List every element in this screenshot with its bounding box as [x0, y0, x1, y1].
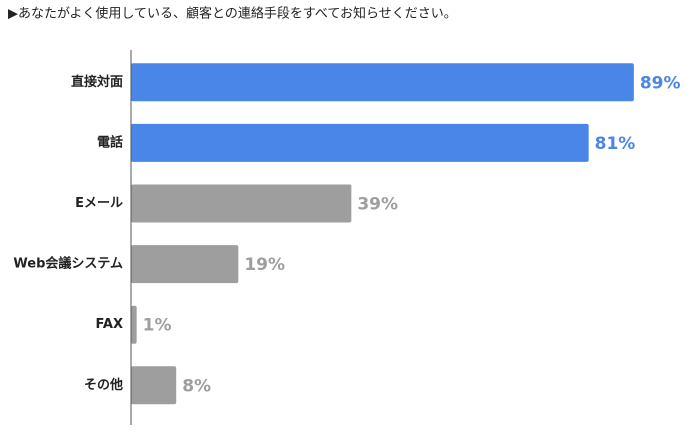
y-tick-label: 電話	[97, 134, 123, 150]
y-tick-label: FAX	[96, 317, 123, 332]
bar	[131, 305, 137, 344]
chart-title: ▶あなたがよく使用している、顧客との連絡手段をすべてお知らせください。	[8, 6, 457, 22]
value-label: 81%	[595, 134, 636, 154]
value-label: 39%	[357, 195, 398, 215]
y-tick-label: Web会議システム	[13, 256, 123, 272]
bar	[131, 245, 239, 284]
value-label: 89%	[640, 73, 681, 93]
value-label: 19%	[244, 255, 285, 275]
bar	[131, 184, 352, 223]
bar	[131, 366, 177, 405]
y-tick-label: その他	[84, 377, 123, 393]
value-label: 8%	[182, 376, 211, 396]
bar	[131, 63, 634, 102]
y-tick-label: 直接対面	[71, 74, 123, 90]
bar	[131, 123, 589, 162]
value-label: 1%	[143, 316, 172, 336]
y-tick-label: Eメール	[75, 196, 123, 211]
